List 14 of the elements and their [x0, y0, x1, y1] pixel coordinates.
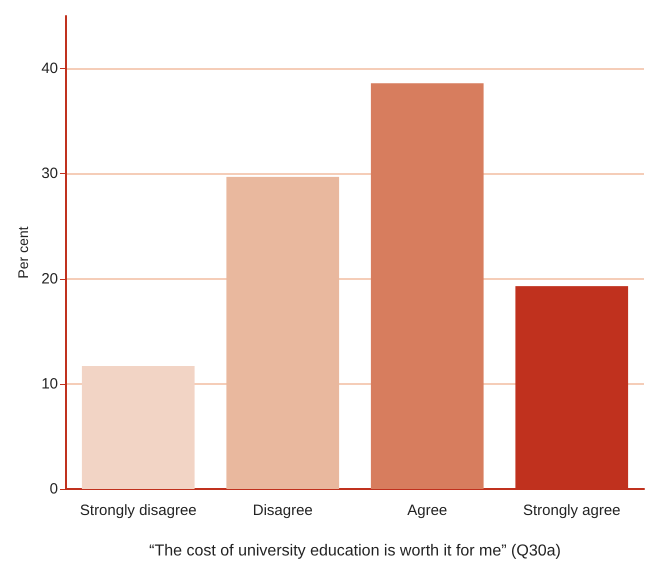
- y-tick-label: 40: [41, 60, 58, 78]
- y-tick-label: 30: [41, 165, 58, 182]
- y-tick-label: 0: [50, 480, 58, 498]
- y-axis-title: Per cent: [15, 226, 31, 279]
- x-tick-label: Agree: [407, 502, 448, 519]
- y-tick-label: 10: [41, 375, 58, 392]
- x-axis-title: “The cost of university education is worth it for me” (Q30a): [149, 542, 561, 560]
- x-tick-label: Strongly disagree: [80, 502, 197, 519]
- bar: [226, 176, 340, 489]
- bar: [82, 366, 195, 489]
- bar: [370, 83, 484, 489]
- y-tick-label: 20: [41, 270, 58, 288]
- x-tick-label: Strongly agree: [522, 502, 621, 519]
- x-tick-label: Disagree: [252, 502, 313, 519]
